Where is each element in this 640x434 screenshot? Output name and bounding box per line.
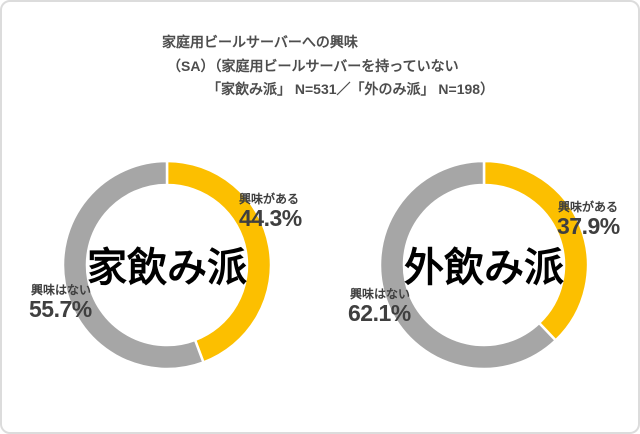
slice-label-not-interested: 興味はない bbox=[31, 283, 92, 297]
title-line-1: 家庭用ビールサーバーへの興味 bbox=[162, 34, 358, 50]
slice-value-not-interested: 62.1% bbox=[348, 300, 411, 326]
donut-slice-interested bbox=[165, 159, 273, 364]
donut-chart-home-drinkers: 家飲み派 興味がある 44.3% 興味はない 55.7% bbox=[29, 159, 302, 371]
slice-value-interested: 44.3% bbox=[239, 205, 302, 231]
slice-value-interested: 37.9% bbox=[557, 213, 620, 239]
donut-center-label-home-drinkers: 家飲み派 bbox=[87, 245, 247, 290]
slice-value-not-interested: 55.7% bbox=[29, 296, 92, 322]
slice-label-not-interested: 興味はない bbox=[350, 287, 411, 301]
donut-ring-home-drinkers bbox=[61, 159, 273, 371]
chart-title: 家庭用ビールサーバーへの興味 （SA）（家庭用ビールサーバーを持っていない 「家… bbox=[162, 31, 494, 102]
donut-chart-out-drinkers: 外飲み派 興味がある 37.9% 興味はない 62.1% bbox=[348, 159, 620, 371]
donut-center-label-out-drinkers: 外飲み派 bbox=[404, 245, 564, 290]
slice-label-interested: 興味がある bbox=[239, 192, 300, 206]
donut-slice-not-interested bbox=[378, 159, 557, 371]
title-line-2: （SA）（家庭用ビールサーバーを持っていない bbox=[167, 57, 459, 74]
title-line-3: 「家飲み派」 N=531／「外のみ派」 N=198） bbox=[207, 81, 495, 97]
slice-label-interested: 興味がある bbox=[558, 200, 619, 214]
donut-slice-not-interested bbox=[61, 159, 205, 371]
donut-ring-out-drinkers bbox=[378, 159, 590, 371]
